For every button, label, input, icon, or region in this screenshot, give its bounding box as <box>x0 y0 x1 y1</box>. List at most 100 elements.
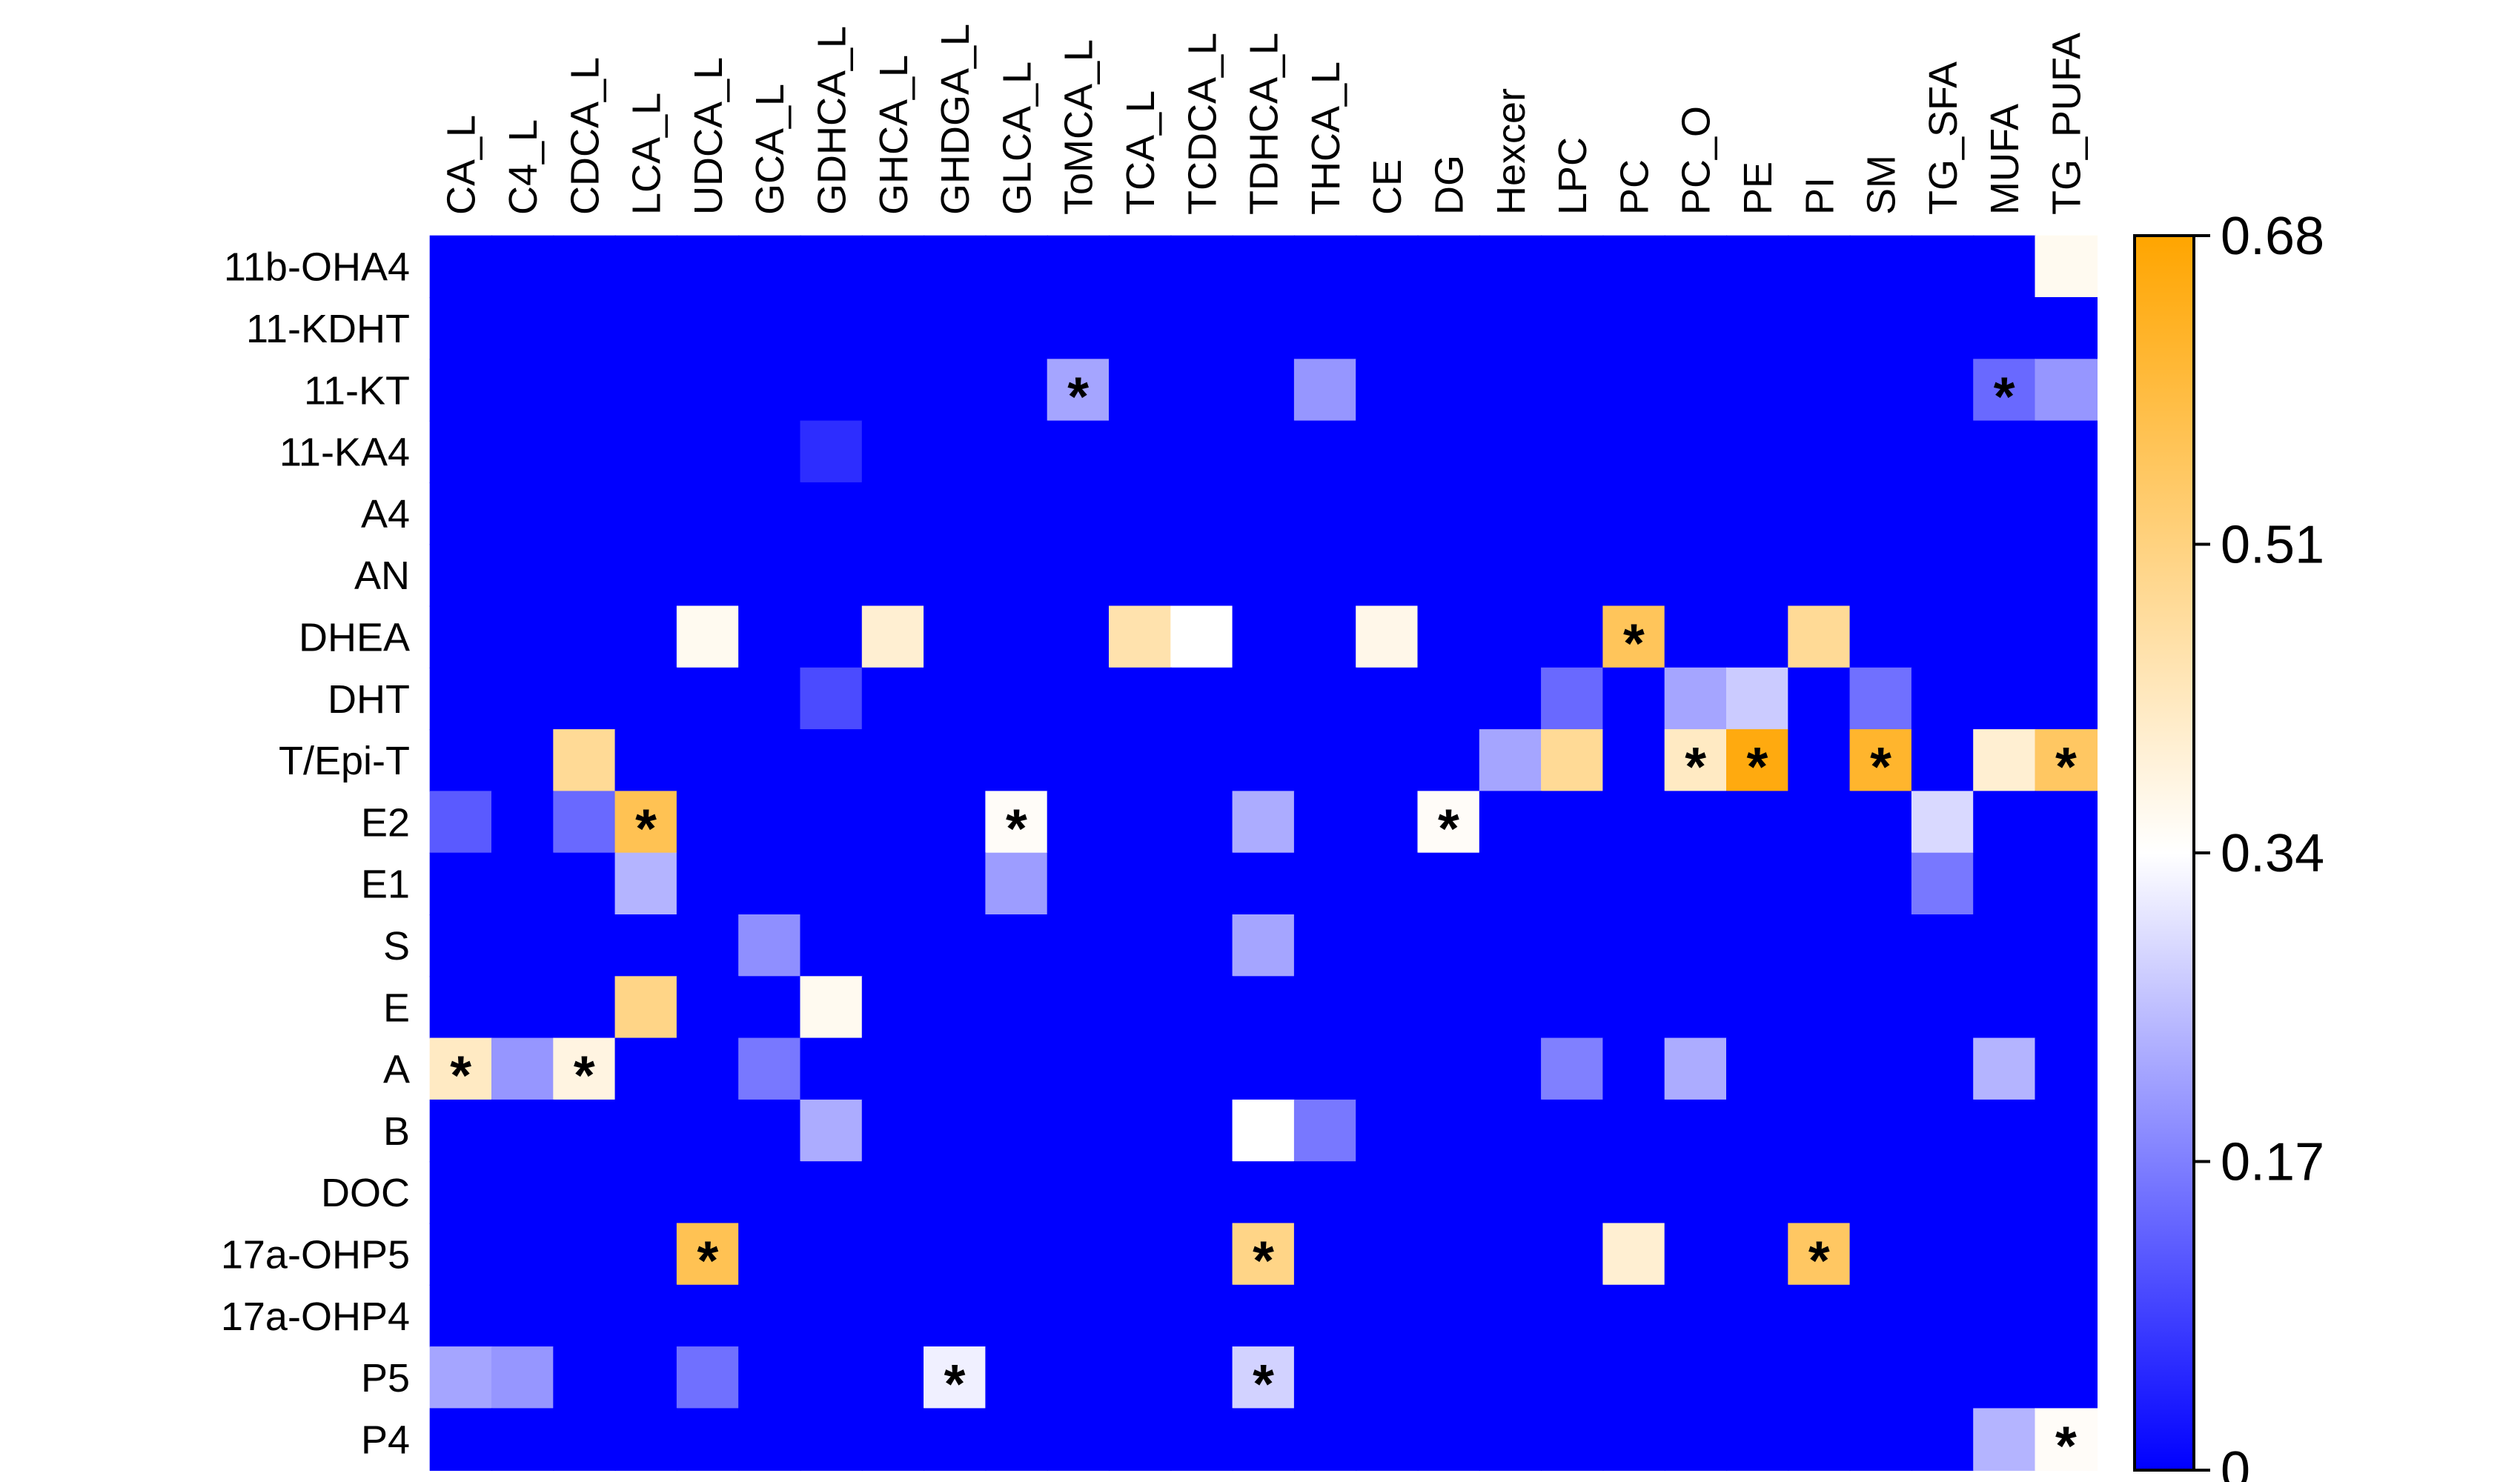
heatmap-cell <box>553 605 616 668</box>
column-label: PC_O <box>1674 106 1719 215</box>
heatmap-cell <box>985 1037 1048 1101</box>
heatmap-cell <box>676 914 740 977</box>
heatmap-cell <box>1911 914 1974 977</box>
heatmap-cell <box>1170 482 1233 545</box>
heatmap-cell <box>924 1161 987 1224</box>
heatmap-cell <box>1911 605 1974 668</box>
heatmap-cell <box>924 1037 987 1101</box>
heatmap-cell <box>491 1099 554 1163</box>
significance-marker: * <box>574 1045 595 1106</box>
heatmap-cell <box>1541 914 1604 977</box>
heatmap-cell <box>985 852 1048 916</box>
heatmap-cell <box>1664 1161 1728 1224</box>
heatmap-cell <box>1849 852 1913 916</box>
heatmap-cell <box>491 976 554 1039</box>
heatmap-cells <box>429 235 2098 1471</box>
heatmap-cell <box>1293 420 1357 484</box>
heatmap-cell <box>676 729 740 792</box>
heatmap-cell <box>1170 420 1233 484</box>
heatmap-cell <box>1479 296 1542 360</box>
heatmap-cell <box>1973 1408 2036 1471</box>
heatmap-cell <box>1417 667 1481 731</box>
heatmap-cell <box>1479 420 1542 484</box>
heatmap-cell <box>1664 420 1728 484</box>
heatmap-cell <box>1047 976 1110 1039</box>
heatmap-cell <box>1911 667 1974 731</box>
heatmap-cell <box>1417 1346 1481 1409</box>
heatmap-cell <box>1973 1223 2036 1286</box>
heatmap-cell <box>1973 976 2036 1039</box>
heatmap-cell <box>1849 729 1913 792</box>
heatmap-cell <box>1479 852 1542 916</box>
heatmap-cell <box>614 235 678 299</box>
heatmap-cell <box>738 1408 801 1471</box>
heatmap-cell <box>1232 1346 1296 1409</box>
heatmap-cell <box>1541 482 1604 545</box>
row-label: DHT <box>328 677 410 722</box>
heatmap-cell <box>1849 1346 1913 1409</box>
heatmap-cell <box>738 1223 801 1286</box>
heatmap-cell <box>861 235 925 299</box>
heatmap-cell <box>1726 852 1789 916</box>
heatmap-cell <box>2035 914 2098 977</box>
significance-marker: * <box>2055 1415 2077 1476</box>
heatmap-cell <box>1293 359 1357 422</box>
heatmap-cell <box>1788 1346 1851 1409</box>
heatmap-cell <box>738 605 801 668</box>
heatmap-cell <box>924 1223 987 1286</box>
heatmap-cell <box>1602 1161 1665 1224</box>
heatmap-cell <box>1664 296 1728 360</box>
heatmap-cell <box>614 296 678 360</box>
heatmap-cell <box>1541 605 1604 668</box>
heatmap-cell <box>1541 976 1604 1039</box>
column-label: CA_L <box>440 115 484 215</box>
heatmap-cell <box>429 976 493 1039</box>
heatmap-cell <box>429 482 493 545</box>
heatmap-cell <box>491 1223 554 1286</box>
heatmap-cell <box>1109 420 1172 484</box>
heatmap-cell <box>1788 791 1851 854</box>
heatmap-cell <box>1664 791 1728 854</box>
heatmap-cell <box>1911 1037 1974 1101</box>
heatmap-cell <box>1849 976 1913 1039</box>
heatmap-cell <box>1911 791 1974 854</box>
heatmap-cell <box>1973 1284 2036 1348</box>
heatmap-cell <box>1293 1408 1357 1471</box>
heatmap-cell <box>491 729 554 792</box>
row-label: 11b-OHA4 <box>224 245 410 290</box>
heatmap-cell <box>1726 1161 1789 1224</box>
heatmap-cell <box>1479 1161 1542 1224</box>
heatmap-cell <box>1602 482 1665 545</box>
heatmap-cell <box>614 729 678 792</box>
heatmap-cell <box>1602 1346 1665 1409</box>
row-label: S <box>383 924 410 968</box>
heatmap-cell <box>491 1284 554 1348</box>
heatmap-cell <box>924 544 987 607</box>
significance-marker: * <box>1994 365 2015 427</box>
heatmap-cell <box>738 976 801 1039</box>
heatmap-cell <box>1849 482 1913 545</box>
heatmap-cell <box>1356 1346 1419 1409</box>
heatmap-cell <box>1541 1161 1604 1224</box>
heatmap-cell <box>1293 482 1357 545</box>
heatmap-cell <box>1479 235 1542 299</box>
heatmap-cell <box>2035 359 2098 422</box>
heatmap-cell <box>676 1223 740 1286</box>
heatmap-cell <box>1664 1284 1728 1348</box>
heatmap-cell <box>1541 1284 1604 1348</box>
heatmap-cell <box>1170 852 1233 916</box>
significance-marker: * <box>1623 612 1645 674</box>
heatmap-cell <box>1788 420 1851 484</box>
heatmap-cell <box>2035 667 2098 731</box>
heatmap-cell <box>1849 296 1913 360</box>
heatmap-cell <box>553 420 616 484</box>
heatmap-cell <box>1232 605 1296 668</box>
heatmap-cell <box>1664 667 1728 731</box>
heatmap-cell <box>491 1346 554 1409</box>
heatmap-cell <box>676 296 740 360</box>
heatmap-cell <box>1417 1408 1481 1471</box>
heatmap-cell <box>985 420 1048 484</box>
heatmap-cell <box>1788 976 1851 1039</box>
heatmap-cell <box>1047 914 1110 977</box>
heatmap-cell <box>676 1284 740 1348</box>
